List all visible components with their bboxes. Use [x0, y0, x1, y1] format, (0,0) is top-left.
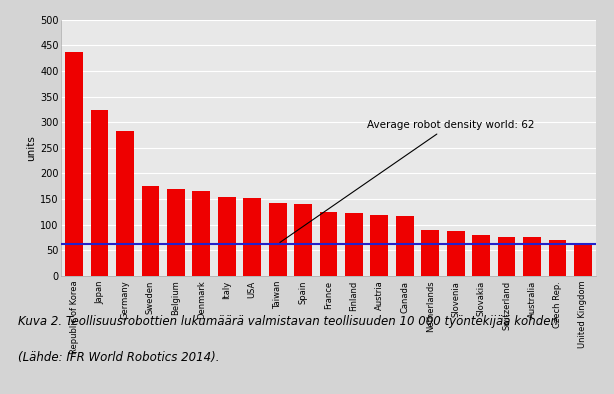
Bar: [269, 203, 287, 276]
Bar: [319, 212, 338, 276]
Bar: [548, 240, 566, 276]
Bar: [192, 191, 210, 276]
Bar: [294, 204, 312, 276]
Text: (Lähde: IFR World Robotics 2014).: (Lähde: IFR World Robotics 2014).: [18, 351, 220, 364]
Bar: [447, 231, 465, 276]
Bar: [421, 230, 439, 276]
Bar: [116, 131, 134, 276]
Y-axis label: units: units: [26, 135, 36, 161]
Bar: [574, 244, 592, 276]
Bar: [523, 237, 541, 276]
Text: Average robot density world: 62: Average robot density world: 62: [280, 120, 534, 242]
Bar: [91, 110, 109, 276]
Text: Kuva 2. Teollisuusrobottien lukumäärä valmistavan teollisuuden 10 000 työntekijä: Kuva 2. Teollisuusrobottien lukumäärä va…: [18, 315, 558, 328]
Bar: [167, 189, 185, 276]
Bar: [396, 216, 414, 276]
Bar: [497, 237, 515, 276]
Bar: [65, 52, 83, 276]
Bar: [218, 197, 236, 276]
Bar: [472, 235, 490, 276]
Bar: [370, 216, 388, 276]
Bar: [345, 213, 363, 276]
Bar: [243, 198, 261, 276]
Bar: [141, 186, 159, 276]
